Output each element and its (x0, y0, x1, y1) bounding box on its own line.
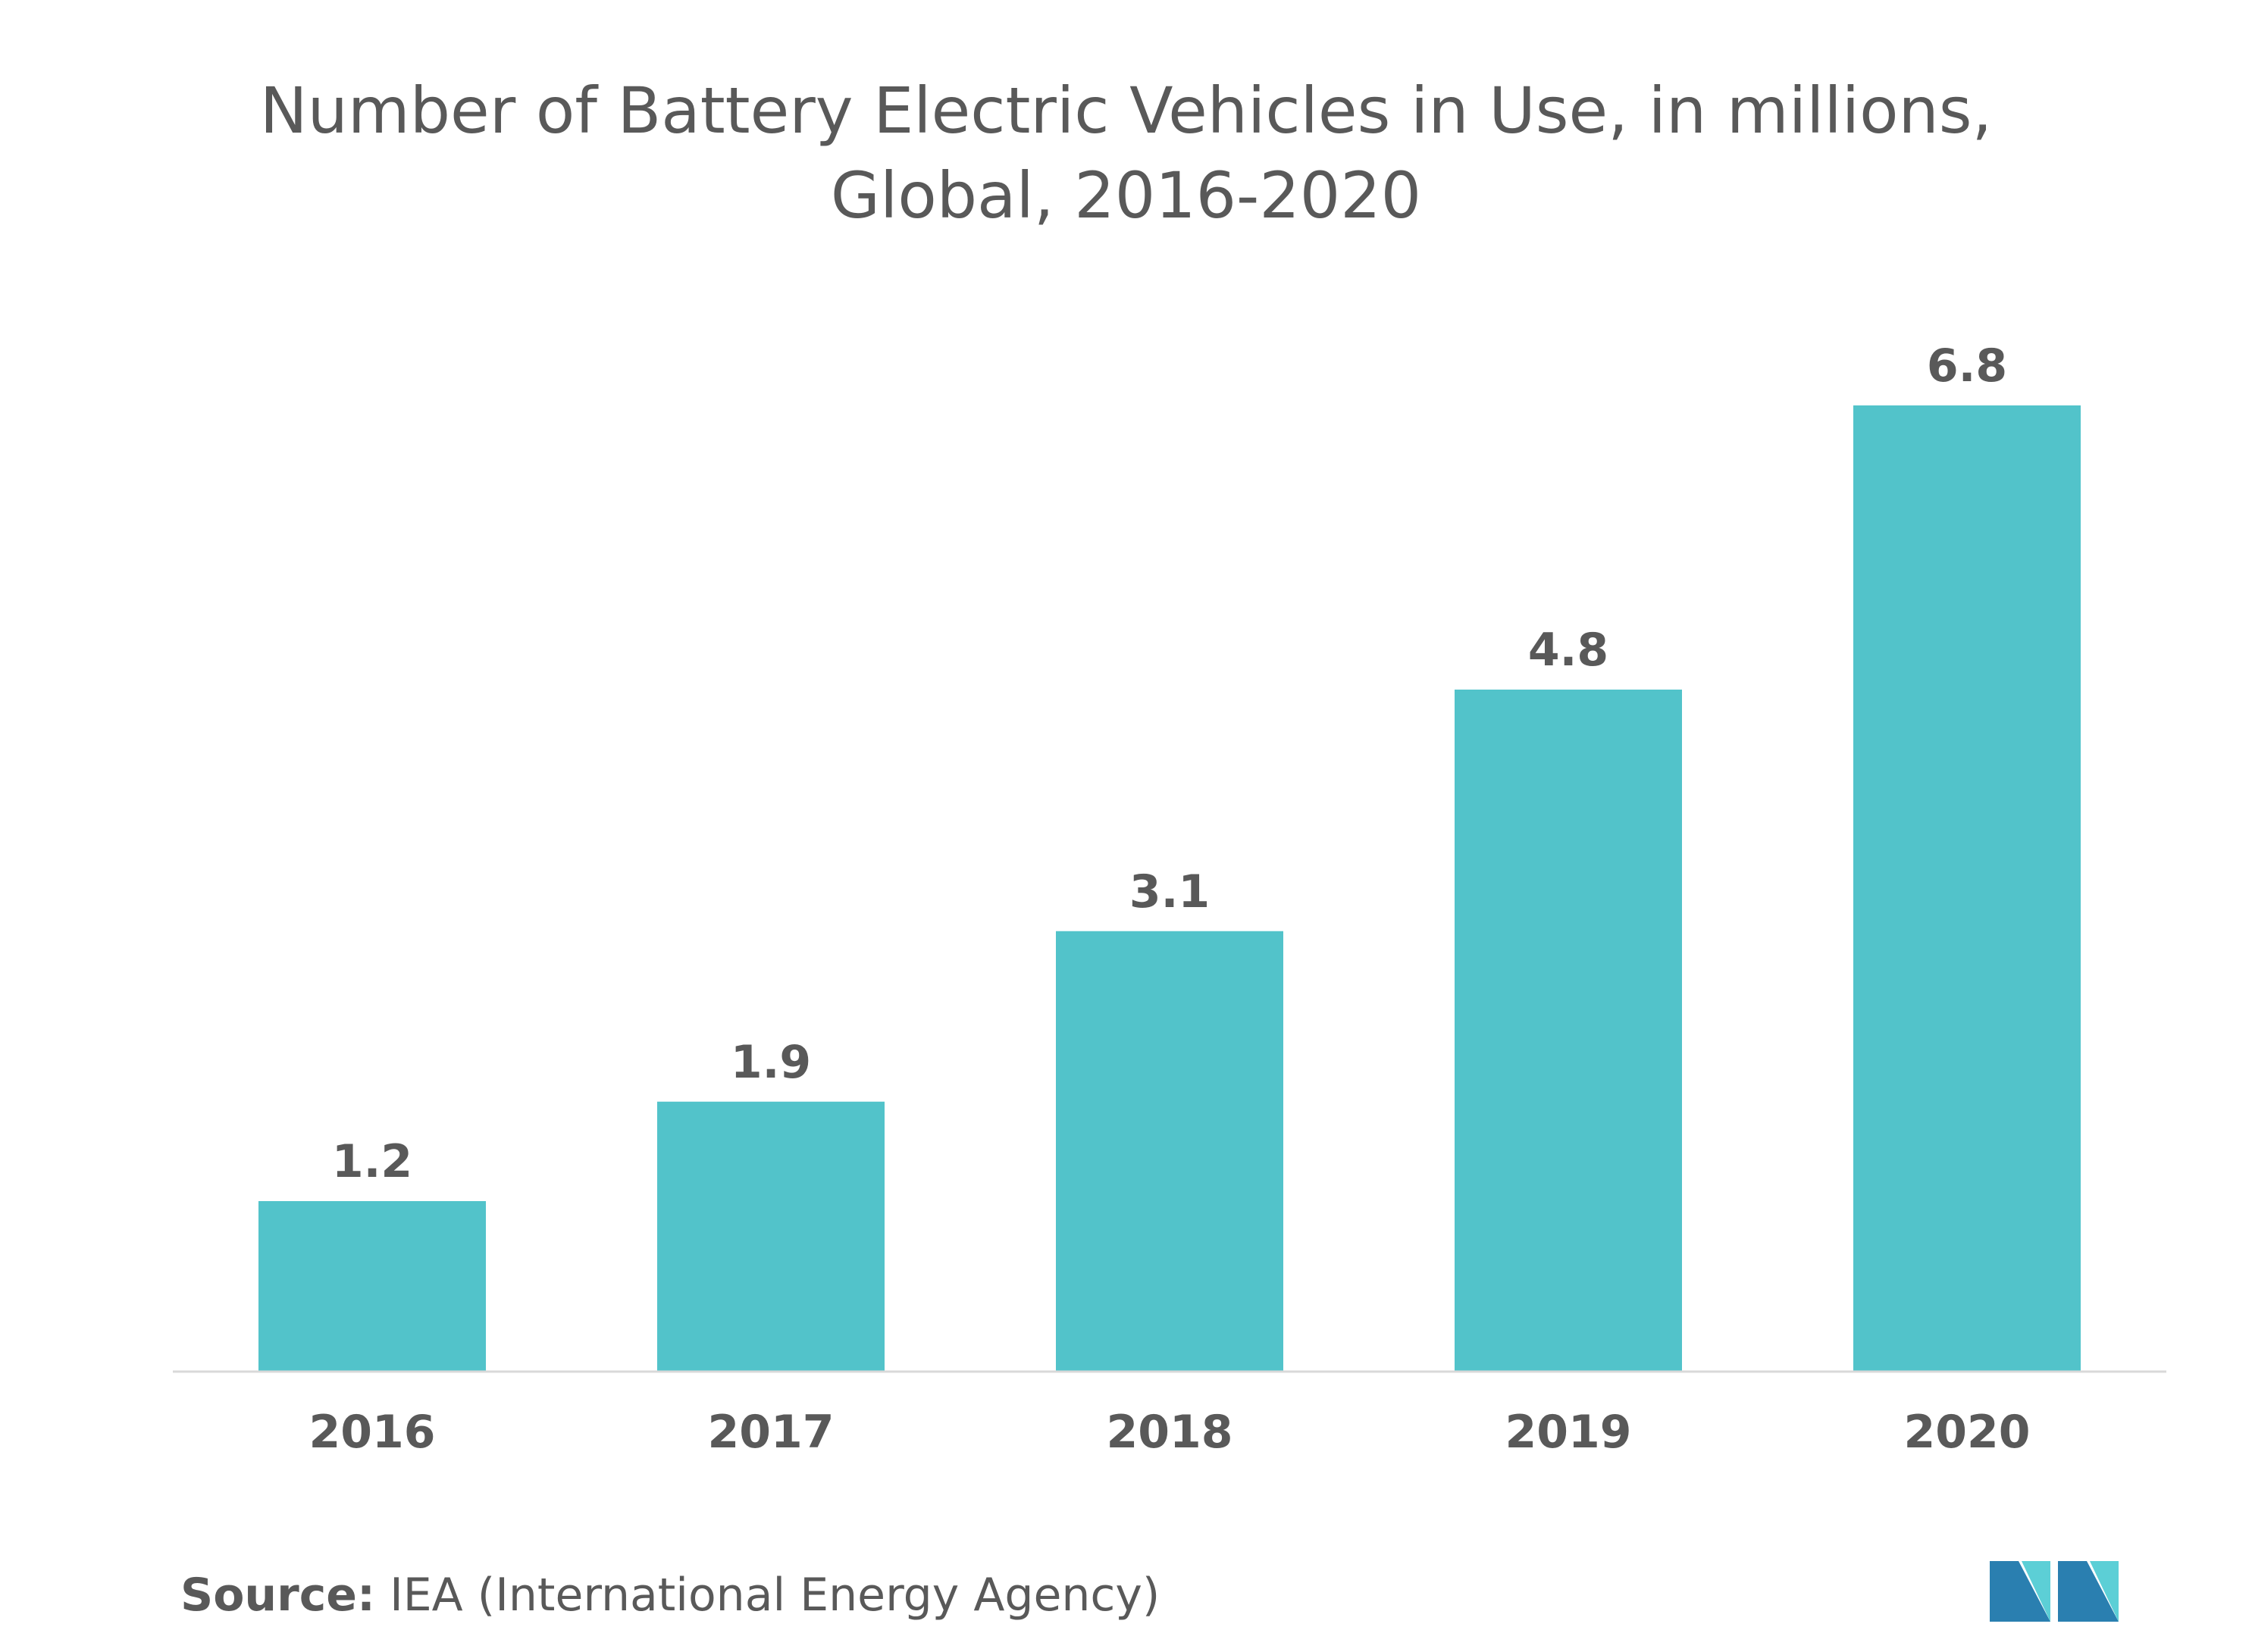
logo-shape-right (2058, 1561, 2119, 1622)
source-label: Source: (180, 1569, 375, 1622)
mordor-intelligence-logo-icon (1990, 1561, 2119, 1622)
labels-layer: 1.2 2016 1.9 2017 3.1 2018 4.8 2019 6.8 2020 (309, 339, 2031, 1459)
bar-2020 (1853, 405, 2081, 1372)
data-label-2017: 1.9 (731, 1036, 811, 1089)
chart-title-line-1: Number of Battery Electric Vehicles in U… (259, 74, 1993, 148)
data-label-2019: 4.8 (1528, 624, 1608, 677)
bar-2016 (258, 1201, 486, 1372)
bars-layer (258, 405, 2081, 1372)
data-label-2018: 3.1 (1129, 865, 1210, 918)
source-text: IEA (International Energy Agency) (375, 1569, 1160, 1622)
logo-shape-left (1990, 1561, 2050, 1622)
logo-shape-right-tip (2090, 1561, 2119, 1622)
x-tick-label-2016: 2016 (309, 1406, 436, 1459)
logo-shape-middle (2022, 1561, 2050, 1622)
x-tick-label-2017: 2017 (708, 1406, 835, 1459)
data-label-2020: 6.8 (1927, 339, 2007, 393)
bar-2017 (657, 1101, 885, 1372)
chart-title: Number of Battery Electric Vehicles in U… (0, 68, 2252, 238)
x-tick-label-2018: 2018 (1107, 1406, 1233, 1459)
source-note: Source: IEA (International Energy Agency… (180, 1569, 1160, 1622)
bar-2019 (1455, 690, 1682, 1372)
chart-title-line-2: Global, 2016-2020 (830, 158, 1422, 233)
x-tick-label-2020: 2020 (1904, 1406, 2031, 1459)
x-tick-label-2019: 2019 (1505, 1406, 1632, 1459)
bar-2018 (1056, 931, 1283, 1372)
data-label-2016: 1.2 (332, 1135, 412, 1188)
